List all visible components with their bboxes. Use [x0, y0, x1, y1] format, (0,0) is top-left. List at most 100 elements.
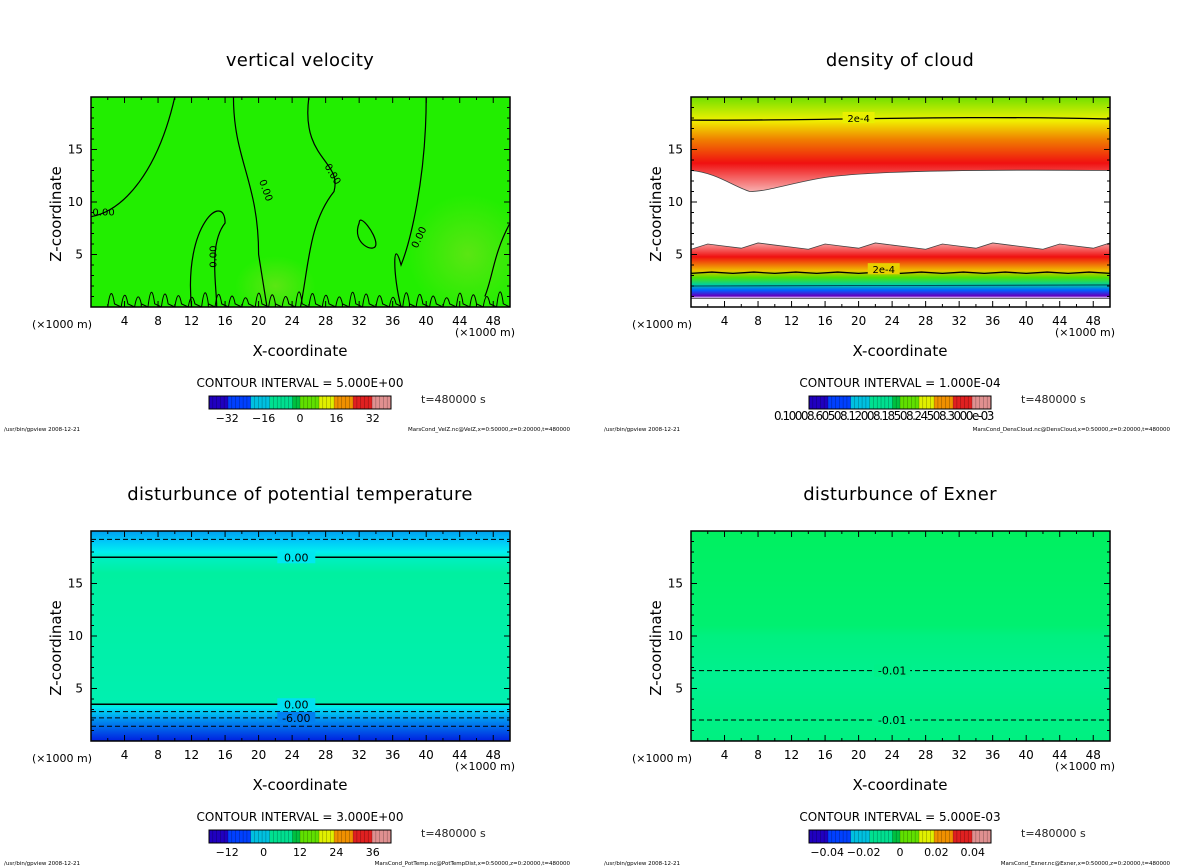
footer-right: MarsCond_Exner.nc@Exner,x=0:50000,z=0:20…	[1000, 861, 1170, 867]
colorbar-swatch	[983, 396, 988, 409]
colorbar-tick-label: 0.04	[961, 846, 986, 859]
panel-potential-temperature: disturbunce of potential temperature 0.0…	[0, 434, 600, 868]
colorbar-swatch	[987, 830, 992, 843]
footer-left: /usr/bin/gpview 2008-12-21	[4, 427, 81, 433]
contour-line	[484, 222, 510, 297]
colorbar-swatch	[246, 830, 252, 843]
colorbar-swatch	[292, 396, 297, 409]
y-tick-label: 10	[68, 195, 83, 209]
time-label: t=480000 s	[1021, 827, 1086, 840]
contour-label-bg	[842, 112, 875, 123]
colorbar-swatch	[930, 396, 935, 409]
plot-title: vertical velocity	[225, 50, 375, 71]
x-unit-left: (×1000 m)	[632, 318, 693, 331]
plot-title: disturbunce of Exner	[803, 484, 997, 505]
colorbar-swatch	[334, 396, 339, 409]
colorbar-swatch	[907, 830, 912, 843]
colorbar-swatch	[315, 830, 320, 843]
colorbar-swatch	[953, 830, 958, 843]
colorbar-swatch	[937, 396, 943, 409]
colorbar-swatch	[820, 830, 825, 843]
x-axis-label: X-coordinate	[852, 342, 948, 360]
x-tick-label: 44	[1052, 314, 1067, 328]
colorbar-swatch	[862, 830, 867, 843]
colorbar-swatch	[881, 830, 886, 843]
colorbar-swatch	[322, 396, 327, 409]
field-anomaly	[235, 256, 316, 307]
colorbar-swatch	[258, 830, 263, 843]
colorbar-swatch	[930, 830, 935, 843]
colorbar-tick-label: 36	[366, 846, 380, 859]
colorbar-swatch	[307, 396, 312, 409]
colorbar-swatch	[303, 396, 308, 409]
colorbar-swatch	[284, 396, 290, 409]
colorbar-swatch	[315, 396, 320, 409]
colorbar-swatch	[960, 396, 965, 409]
colorbar-swatch	[341, 396, 346, 409]
x-tick-label: 4	[121, 314, 129, 328]
field-background	[691, 531, 1110, 741]
colorbar-swatch	[311, 830, 316, 843]
plot-title: disturbunce of potential temperature	[127, 484, 473, 505]
colorbar-swatch	[907, 396, 912, 409]
colorbar-swatch	[288, 396, 293, 409]
colorbar-tick-label: 12	[293, 846, 307, 859]
colorbar-swatch	[368, 830, 373, 843]
colorbar-swatch	[239, 830, 244, 843]
colorbar-swatch	[949, 830, 954, 843]
colorbar-swatch	[337, 396, 343, 409]
colorbar-swatch	[345, 830, 350, 843]
colorbar-swatch	[235, 396, 240, 409]
colorbar-swatch	[903, 830, 908, 843]
colorbar-swatch	[318, 830, 324, 843]
x-tick-label: 12	[784, 748, 799, 762]
colorbar-swatch	[307, 830, 312, 843]
x-tick-label: 36	[385, 314, 400, 328]
footer-right: MarsCond_DensCloud.nc@DensCloud,x=0:5000…	[972, 427, 1170, 433]
colorbar-swatch	[918, 396, 924, 409]
x-tick-label: 28	[318, 748, 333, 762]
colorbar-swatch	[353, 396, 358, 409]
x-tick-label: 44	[1052, 748, 1067, 762]
x-tick-label: 12	[184, 314, 199, 328]
cloud-layer-upper	[691, 97, 1110, 192]
colorbar-swatch	[964, 396, 969, 409]
colorbar-swatch	[934, 396, 939, 409]
colorbar-swatch	[303, 830, 308, 843]
colorbar-swatch	[888, 396, 893, 409]
colorbar-swatch	[216, 830, 221, 843]
x-tick-label: 24	[284, 748, 299, 762]
y-axis-label: Z-coordinate	[47, 600, 65, 696]
colorbar-swatch	[383, 396, 388, 409]
colorbar-swatch	[941, 830, 946, 843]
y-tick-label: 10	[68, 629, 83, 643]
colorbar-swatch	[288, 830, 293, 843]
colorbar-swatch	[846, 830, 852, 843]
colorbar-swatch	[922, 396, 927, 409]
colorbar-tick-label: 16	[329, 412, 343, 425]
footer-left: /usr/bin/gpview 2008-12-21	[4, 861, 81, 867]
colorbar-swatch	[953, 396, 958, 409]
colorbar-swatch	[839, 830, 844, 843]
colorbar-swatch	[809, 396, 814, 409]
colorbar-tick-label: −16	[252, 412, 275, 425]
colorbar-swatch	[300, 830, 305, 843]
colorbar-swatch	[865, 830, 871, 843]
colorbar-swatch	[326, 830, 331, 843]
y-tick-label: 10	[668, 195, 683, 209]
x-unit-right: (×1000 m)	[455, 760, 516, 773]
plot-svg: 0.000.000.000.000.004 8 12 16 20 24 28 32 36 40 44…	[68, 96, 511, 425]
field: 0.000.00-6.00	[91, 531, 510, 741]
x-tick-label: 28	[918, 748, 933, 762]
colorbar-swatch	[896, 830, 901, 843]
plot-svg: 0.000.00-6.004 8 12 16 20 24 28 32 36 40 44 4851015…	[68, 530, 511, 859]
colorbar-swatch	[972, 396, 977, 409]
contour-label-bg	[867, 263, 900, 275]
colorbar-swatch	[364, 830, 369, 843]
x-unit-left: (×1000 m)	[32, 318, 93, 331]
x-tick-label: 8	[754, 314, 762, 328]
contour-line	[189, 210, 226, 307]
colorbar-swatch	[892, 396, 897, 409]
